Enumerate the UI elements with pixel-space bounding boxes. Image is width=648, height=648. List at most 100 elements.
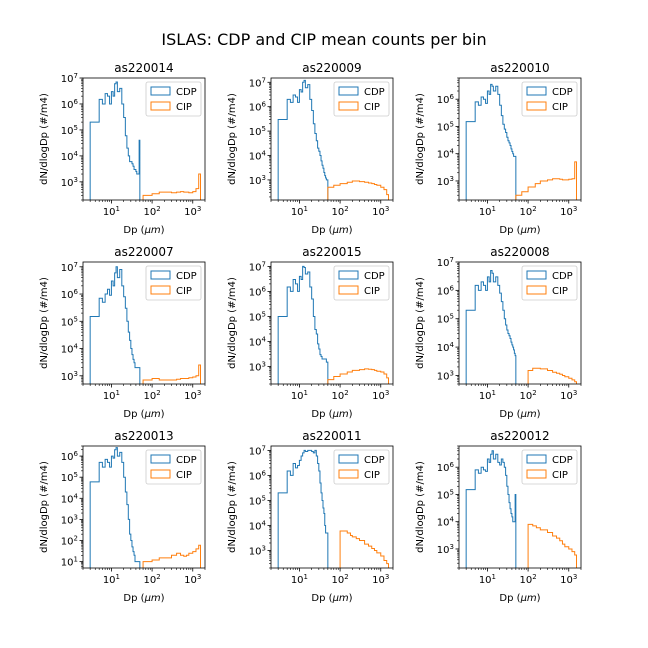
x-axis-label: Dp (μm): [123, 225, 164, 236]
series-line-CIP: [515, 161, 577, 200]
legend: CDP CIP: [333, 265, 390, 301]
legend-swatch-CIP: [526, 469, 547, 479]
legend-swatch-CDP: [526, 454, 547, 464]
x-tick-label: 102: [519, 573, 536, 586]
legend-label-CDP: CDP: [552, 87, 573, 98]
series-line-CIP: [142, 544, 201, 568]
subplot-as220008: as220008 101 102 103 103 104 105 106 107 Dp (μm) d…: [415, 245, 582, 420]
x-axis-label: Dp (μm): [123, 409, 164, 420]
x-tick-label: 102: [143, 389, 160, 402]
y-axis-label: dN/dlogDp (#/m4): [415, 461, 426, 553]
legend-swatch-CDP: [338, 454, 359, 464]
y-tick-label: 107: [249, 444, 266, 457]
x-tick-label: 102: [519, 205, 536, 218]
x-tick-label: 102: [331, 205, 348, 218]
series-line-CIP: [142, 173, 201, 200]
legend: CDP CIP: [333, 449, 390, 485]
legend-swatch-CDP: [526, 270, 547, 280]
legend-box: [521, 81, 578, 117]
legend-box: [333, 449, 390, 485]
series-line-CIP: [327, 368, 389, 384]
plot-area: [89, 81, 201, 200]
x-tick-label: 101: [479, 573, 496, 586]
y-tick-label: 107: [249, 260, 266, 273]
series-line-CDP: [277, 265, 329, 384]
legend-box: [333, 265, 390, 301]
legend-label-CDP: CDP: [552, 455, 573, 466]
legend-label-CDP: CDP: [364, 271, 385, 282]
subplot-as220009: as220009 101 102 103 103 104 105 106 107 Dp (μm) d…: [227, 61, 394, 236]
legend: CDP CIP: [521, 265, 578, 301]
series-line-CDP: [465, 270, 517, 384]
y-tick-label: 106: [437, 93, 455, 106]
legend-swatch-CIP: [150, 101, 171, 111]
y-tick-label: 105: [437, 313, 454, 326]
subplot-title: as220015: [302, 245, 361, 259]
subplot-as220015: as220015 101 102 103 103 104 105 106 107 Dp (μm) d…: [227, 245, 394, 420]
y-axis-label: dN/dlogDp (#/m4): [227, 277, 238, 369]
plot-area: [465, 270, 577, 384]
legend-label-CIP: CIP: [364, 470, 380, 481]
legend-label-CDP: CDP: [364, 87, 385, 98]
subplot-title: as220012: [490, 429, 549, 443]
y-tick-label: 103: [61, 176, 78, 189]
x-tick-label: 101: [479, 205, 496, 218]
x-tick-label: 103: [560, 389, 577, 402]
y-tick-label: 104: [61, 150, 79, 163]
axes-frame: [270, 445, 394, 569]
legend-box: [333, 81, 390, 117]
y-tick-label: 107: [61, 72, 78, 85]
legend-box: [145, 265, 202, 301]
x-axis-label: Dp (μm): [499, 409, 540, 420]
y-tick-label: 104: [437, 148, 455, 161]
y-axis-label: dN/dlogDp (#/m4): [227, 93, 238, 185]
x-axis-label: Dp (μm): [311, 593, 352, 604]
axes-frame: [458, 445, 582, 569]
plot-area: [277, 449, 389, 568]
y-tick-label: 106: [249, 101, 267, 114]
y-tick-label: 107: [437, 256, 454, 269]
series-line-CIP: [142, 364, 201, 384]
legend-label-CIP: CIP: [176, 470, 192, 481]
y-tick-label: 101: [61, 556, 78, 569]
y-tick-label: 106: [249, 285, 267, 298]
y-tick-label: 105: [249, 494, 266, 507]
x-tick-label: 101: [291, 573, 308, 586]
legend: CDP CIP: [521, 81, 578, 117]
x-axis-label: Dp (μm): [311, 225, 352, 236]
x-tick-label: 102: [331, 389, 348, 402]
y-tick-label: 103: [437, 175, 454, 188]
legend-label-CDP: CDP: [552, 271, 573, 282]
legend: CDP CIP: [145, 265, 202, 301]
y-axis-label: dN/dlogDp (#/m4): [415, 277, 426, 369]
series-line-CDP: [465, 450, 517, 568]
y-tick-label: 106: [61, 450, 79, 463]
legend: CDP CIP: [145, 81, 202, 117]
y-tick-label: 104: [437, 516, 455, 529]
plot-area: [277, 265, 389, 384]
y-tick-label: 105: [61, 315, 78, 328]
legend-swatch-CIP: [338, 469, 359, 479]
x-tick-label: 103: [184, 389, 201, 402]
subplot-title: as220014: [114, 61, 173, 75]
x-tick-label: 103: [372, 389, 389, 402]
y-tick-label: 103: [249, 361, 266, 374]
y-tick-label: 104: [61, 492, 79, 505]
y-tick-label: 103: [437, 369, 454, 382]
y-tick-label: 105: [61, 471, 78, 484]
y-tick-label: 106: [437, 284, 455, 297]
y-tick-label: 103: [437, 543, 454, 556]
legend-label-CIP: CIP: [176, 286, 192, 297]
legend-swatch-CIP: [526, 101, 547, 111]
legend-box: [145, 81, 202, 117]
legend-swatch-CIP: [526, 285, 547, 295]
axes-frame: [270, 261, 394, 385]
series-line-CDP: [89, 266, 141, 384]
x-tick-label: 101: [103, 573, 120, 586]
plot-area: [465, 450, 577, 568]
x-tick-label: 101: [291, 205, 308, 218]
y-tick-label: 106: [249, 469, 267, 482]
legend-label-CIP: CIP: [176, 102, 192, 113]
axes-frame: [270, 77, 394, 201]
